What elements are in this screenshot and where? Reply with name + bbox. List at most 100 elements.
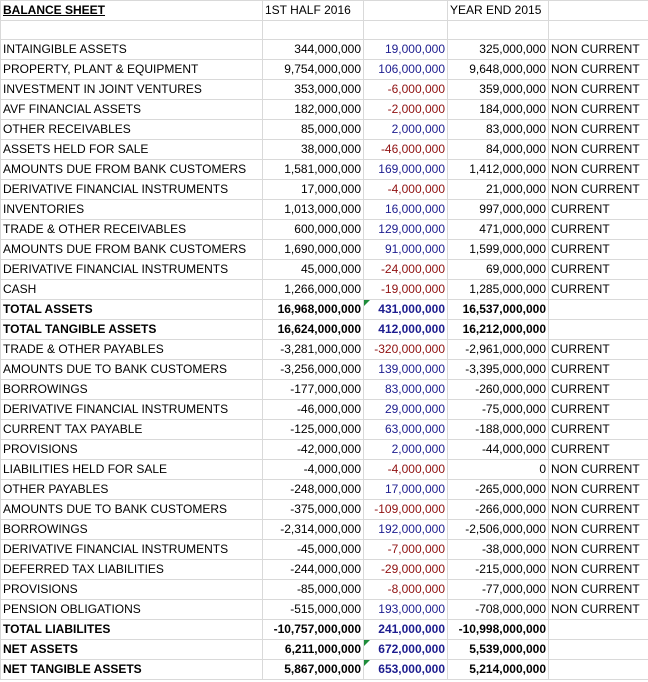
half-year-value: -2,314,000,000 — [262, 519, 364, 540]
half-year-value: -46,000,000 — [262, 399, 364, 420]
change-value: -29,000,000 — [363, 559, 448, 580]
change-value: 139,000,000 — [363, 359, 448, 380]
half-year-value: 1,013,000,000 — [262, 199, 364, 220]
data-row: NET TANGIBLE ASSETS 5,867,000,000 653,000,… — [0, 659, 648, 680]
data-row: PROVISIONS -85,000,000 -8,000,000 -77,000,0… — [0, 579, 648, 600]
year-end-value: 184,000,000 — [447, 99, 549, 120]
line-item: OTHER RECEIVABLES — [0, 119, 263, 140]
data-row: AMOUNTS DUE FROM BANK CUSTOMERS 1,690,000… — [0, 239, 648, 260]
half-year-value: 182,000,000 — [262, 99, 364, 120]
change-value: 412,000,000 — [363, 319, 448, 340]
empty-cell — [548, 319, 648, 340]
asset-class: NON CURRENT — [548, 519, 648, 540]
line-item: CURRENT TAX PAYABLE — [0, 419, 263, 440]
asset-class: NON CURRENT — [548, 59, 648, 80]
half-year-value: -375,000,000 — [262, 499, 364, 520]
data-row: AMOUNTS DUE TO BANK CUSTOMERS -375,000,00… — [0, 499, 648, 520]
data-row: OTHER RECEIVABLES 85,000,000 2,000,000 83,0… — [0, 119, 648, 140]
asset-class: NON CURRENT — [548, 579, 648, 600]
year-end-value: -38,000,000 — [447, 539, 549, 560]
change-value: -320,000,000 — [363, 339, 448, 360]
change-value: 192,000,000 — [363, 519, 448, 540]
data-row: AMOUNTS DUE FROM BANK CUSTOMERS 1,581,000… — [0, 159, 648, 180]
change-value: 169,000,000 — [363, 159, 448, 180]
change-value: -7,000,000 — [363, 539, 448, 560]
empty-cell — [447, 20, 549, 40]
line-item: AMOUNTS DUE FROM BANK CUSTOMERS — [0, 239, 263, 260]
data-row: OTHER PAYABLES -248,000,000 17,000,000 -265… — [0, 479, 648, 500]
change-value: 63,000,000 — [363, 419, 448, 440]
line-item: PENSION OBLIGATIONS — [0, 599, 263, 620]
half-year-value: -177,000,000 — [262, 379, 364, 400]
line-item: TRADE & OTHER PAYABLES — [0, 339, 263, 360]
data-row: PENSION OBLIGATIONS -515,000,000 193,000,0… — [0, 599, 648, 620]
half-year-value: -3,281,000,000 — [262, 339, 364, 360]
year-end-value: -44,000,000 — [447, 439, 549, 460]
asset-class: NON CURRENT — [548, 79, 648, 100]
half-year-value: -45,000,000 — [262, 539, 364, 560]
data-row: NET ASSETS 6,211,000,000 672,000,000 5,539,… — [0, 639, 648, 660]
year-end-value: -2,961,000,000 — [447, 339, 549, 360]
asset-class: CURRENT — [548, 279, 648, 300]
empty-cell — [548, 619, 648, 640]
year-end-value: 21,000,000 — [447, 179, 549, 200]
change-value: 91,000,000 — [363, 239, 448, 260]
asset-class: NON CURRENT — [548, 539, 648, 560]
line-item: CASH — [0, 279, 263, 300]
empty-cell — [548, 299, 648, 320]
asset-class: CURRENT — [548, 199, 648, 220]
asset-class: CURRENT — [548, 359, 648, 380]
asset-class: CURRENT — [548, 439, 648, 460]
line-item: LIABILITIES HELD FOR SALE — [0, 459, 263, 480]
half-year-value: -42,000,000 — [262, 439, 364, 460]
half-year-value: -515,000,000 — [262, 599, 364, 620]
data-row: LIABILITIES HELD FOR SALE -4,000,000 -4,00… — [0, 459, 648, 480]
line-item: NET TANGIBLE ASSETS — [0, 659, 263, 680]
line-item: PROVISIONS — [0, 439, 263, 460]
empty-cell — [548, 639, 648, 660]
empty-cell — [548, 659, 648, 680]
half-year-value: 1,581,000,000 — [262, 159, 364, 180]
half-year-value: 16,968,000,000 — [262, 299, 364, 320]
year-end-value: 359,000,000 — [447, 79, 549, 100]
line-item: BORROWINGS — [0, 519, 263, 540]
empty-cell — [548, 0, 648, 21]
change-value: 2,000,000 — [363, 119, 448, 140]
year-end-value: -266,000,000 — [447, 499, 549, 520]
data-row: AVF FINANCIAL ASSETS 182,000,000 -2,000,00… — [0, 99, 648, 120]
asset-class: NON CURRENT — [548, 479, 648, 500]
data-row: CASH 1,266,000,000 -19,000,000 1,285,000,00… — [0, 279, 648, 300]
half-year-value: -4,000,000 — [262, 459, 364, 480]
year-end-value: 325,000,000 — [447, 39, 549, 60]
asset-class: NON CURRENT — [548, 499, 648, 520]
half-year-value: 5,867,000,000 — [262, 659, 364, 680]
change-value: 29,000,000 — [363, 399, 448, 420]
data-row: TRADE & OTHER RECEIVABLES 600,000,000 129,… — [0, 219, 648, 240]
data-row: DERIVATIVE FINANCIAL INSTRUMENTS -46,000,… — [0, 399, 648, 420]
data-row: TOTAL LIABILITES -10,757,000,000 241,000,0… — [0, 619, 648, 640]
data-row: ASSETS HELD FOR SALE 38,000,000 -46,000,00… — [0, 139, 648, 160]
half-year-value: -244,000,000 — [262, 559, 364, 580]
year-end-value: 16,212,000,000 — [447, 319, 549, 340]
year-end-value: -77,000,000 — [447, 579, 549, 600]
line-item: TOTAL TANGIBLE ASSETS — [0, 319, 263, 340]
header-row: BALANCE SHEET 1ST HALF 2016 YEAR END 2015 — [0, 0, 648, 21]
change-value: 83,000,000 — [363, 379, 448, 400]
asset-class: NON CURRENT — [548, 599, 648, 620]
half-year-value: 6,211,000,000 — [262, 639, 364, 660]
year-end-value: -10,998,000,000 — [447, 619, 549, 640]
year-end-value: -3,395,000,000 — [447, 359, 549, 380]
blank-row — [0, 20, 648, 40]
half-year-value: -85,000,000 — [262, 579, 364, 600]
half-year-value: -10,757,000,000 — [262, 619, 364, 640]
line-item: TOTAL LIABILITES — [0, 619, 263, 640]
line-item: INTAINGIBLE ASSETS — [0, 39, 263, 60]
half-year-value: 344,000,000 — [262, 39, 364, 60]
year-end-value: -265,000,000 — [447, 479, 549, 500]
data-row: INTAINGIBLE ASSETS 344,000,000 19,000,000 3… — [0, 39, 648, 60]
asset-class: NON CURRENT — [548, 119, 648, 140]
year-end-value: -215,000,000 — [447, 559, 549, 580]
line-item: DERIVATIVE FINANCIAL INSTRUMENTS — [0, 539, 263, 560]
half-year-value: 17,000,000 — [262, 179, 364, 200]
